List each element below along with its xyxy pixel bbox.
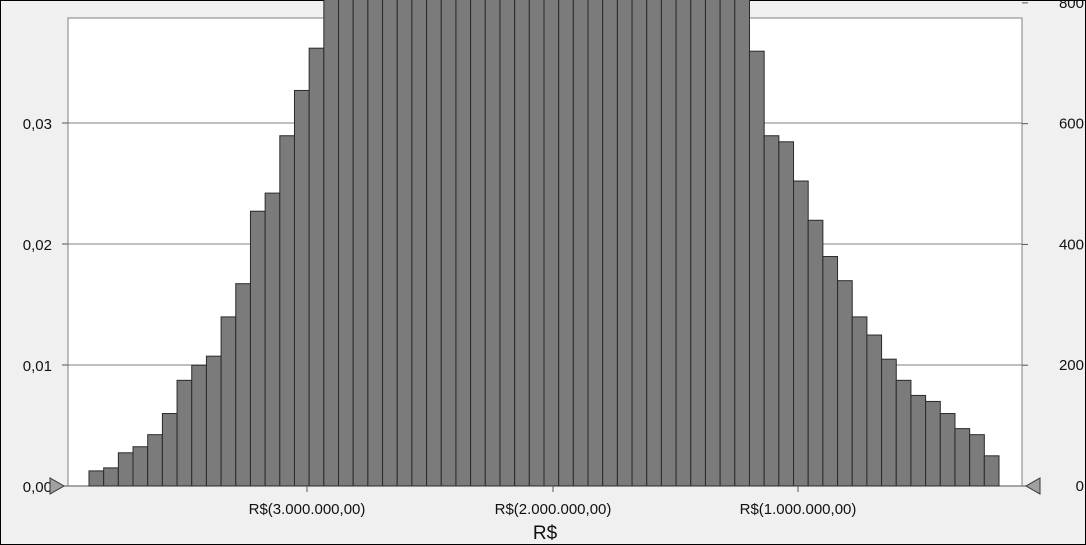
x-axis-title: R$: [533, 523, 558, 544]
x-axis: R$(3.000.000,00) R$(2.000.000,00) R$(1.0…: [249, 486, 857, 518]
histogram-bar: [396, 0, 413, 487]
histogram-bar: [308, 47, 325, 487]
x-tick-label: R$(2.000.000,00): [495, 501, 612, 518]
histogram-bar: [807, 219, 824, 487]
histogram-bar: [969, 434, 985, 487]
histogram-bar: [778, 141, 795, 487]
histogram-bar: [558, 0, 574, 487]
right-tick-label: 400: [1059, 236, 1084, 253]
histogram-bar: [455, 0, 472, 487]
histogram-bar: [323, 0, 340, 487]
histogram-bar: [954, 428, 971, 487]
histogram-bar: [411, 0, 428, 487]
right-slider-marker-icon[interactable]: [1024, 477, 1041, 495]
right-axis: 02004006008001.0001.2001.4001.6001.800: [1022, 0, 1084, 495]
histogram-bar: [352, 0, 369, 487]
histogram-bar: [631, 0, 648, 487]
histogram-bar: [132, 446, 149, 487]
right-tick-label: 800: [1059, 0, 1084, 12]
histogram-bar: [382, 0, 398, 487]
histogram-bar: [734, 0, 750, 487]
histogram-bar: [851, 316, 868, 487]
x-tick-label: R$(1.000.000,00): [740, 501, 857, 518]
histogram-bar: [264, 192, 281, 487]
histogram-bar: [910, 394, 927, 487]
left-tick-label: 0,00: [23, 479, 52, 496]
left-tick-label: 0,02: [23, 237, 52, 254]
histogram-bar: [470, 0, 486, 487]
histogram-bar: [983, 455, 1000, 487]
histogram-bar: [161, 413, 178, 487]
histogram-bar: [763, 135, 780, 487]
histogram-bar: [837, 280, 853, 487]
left-slider-marker-icon[interactable]: [49, 477, 66, 495]
right-tick-label: 200: [1059, 357, 1084, 374]
histogram-bar: [220, 316, 237, 487]
histogram-bar: [426, 0, 442, 487]
histogram-bar: [748, 50, 765, 487]
histogram-bar: [895, 379, 912, 487]
left-axis: 0,00 0,01 0,02 0,03: [23, 116, 68, 496]
histogram-bar: [147, 434, 163, 487]
histogram-bar: [235, 283, 251, 487]
histogram-bar: [793, 180, 809, 487]
histogram-bar: [822, 256, 839, 487]
right-tick-label: 0: [1076, 478, 1084, 495]
histogram-bar: [514, 0, 530, 487]
bar-series: [88, 0, 1000, 487]
histogram-bar: [528, 0, 545, 487]
histogram-bar: [191, 364, 207, 487]
histogram-bar: [484, 0, 501, 487]
histogram-bar: [572, 0, 589, 487]
histogram-bar: [176, 379, 193, 487]
histogram-bar: [939, 413, 956, 487]
histogram-bar: [499, 0, 516, 487]
histogram-bar: [866, 334, 883, 487]
left-tick-label: 0,03: [23, 116, 52, 133]
histogram-bar: [925, 400, 941, 487]
histogram-bar: [719, 0, 736, 487]
x-tick-label: R$(3.000.000,00): [249, 501, 366, 518]
histogram-bar: [279, 135, 295, 487]
histogram-bar: [675, 0, 692, 487]
histogram-bar: [543, 0, 560, 487]
right-tick-label: 600: [1059, 116, 1084, 133]
histogram-bar: [602, 0, 618, 487]
histogram-bar: [690, 0, 706, 487]
histogram-bar: [440, 0, 457, 487]
histogram-bar: [249, 210, 266, 487]
histogram-bar: [881, 358, 897, 487]
histogram-bar: [616, 0, 633, 487]
histogram-bar: [704, 0, 721, 487]
histogram-bar: [338, 0, 354, 487]
histogram-bar: [117, 452, 134, 487]
histogram-bar: [587, 0, 604, 487]
histogram-bar: [88, 470, 105, 487]
histogram-bar: [367, 0, 384, 487]
histogram-bar: [103, 467, 119, 487]
histogram-bar: [205, 355, 222, 487]
histogram-bar: [646, 0, 662, 487]
histogram-bar: [660, 0, 677, 487]
histogram-bar: [293, 89, 310, 487]
left-tick-label: 0,01: [23, 358, 52, 375]
